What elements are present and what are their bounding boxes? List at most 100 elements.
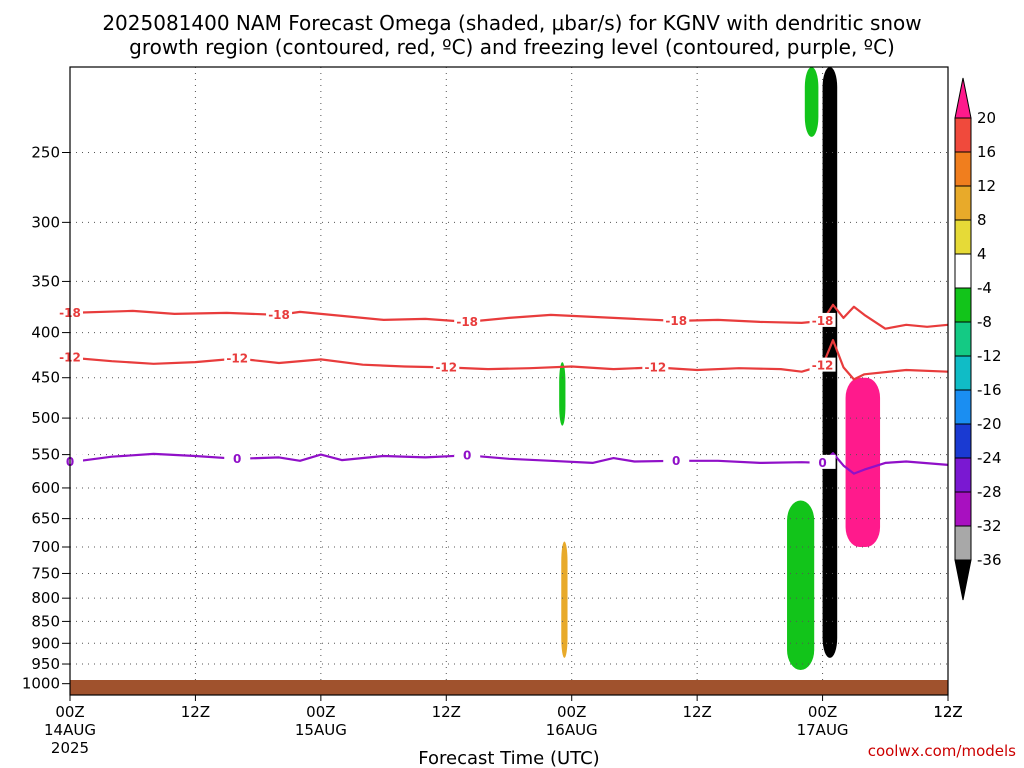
- contour-label-bg: [642, 359, 669, 374]
- colorbar-segment: [954, 423, 972, 459]
- colorbar-label: -28: [977, 483, 1002, 501]
- colorbar-segment: [954, 219, 972, 255]
- contour-label--12: -12: [644, 360, 666, 374]
- contour-label-bg: [224, 450, 251, 465]
- y-tick-label: 950: [31, 655, 60, 673]
- gridlines: [70, 67, 948, 695]
- colorbar-label: -4: [977, 279, 992, 297]
- x-tick-year: 2025: [51, 739, 89, 757]
- y-tick-label: 1000: [22, 675, 60, 693]
- contour-label--18: -18: [456, 315, 478, 329]
- colorbar-label: -32: [977, 517, 1002, 535]
- contour-line-0: [69, 452, 949, 475]
- colorbar-segment: [954, 491, 972, 527]
- colorbar-label: -16: [977, 381, 1002, 399]
- x-tick-label: 00Z: [557, 703, 586, 721]
- x-tick-date: 14AUG: [44, 721, 96, 739]
- colorbar-segment: [954, 117, 972, 153]
- y-tick-label: 700: [31, 538, 60, 556]
- colorbar-segment: [954, 355, 972, 391]
- y-tick-label: 500: [31, 409, 60, 427]
- temperature-contours: -18 -18 -18 -18 -18-12 -12-12 -12 -120 0 0 0 0: [57, 303, 949, 475]
- colorbar-segment: [954, 321, 972, 357]
- plot-frame: [69, 66, 949, 696]
- contour-label--12: -12: [812, 359, 834, 373]
- x-tick-label: 00Z: [55, 703, 84, 721]
- chart-title: 2025081400 NAM Forecast Omega (shaded, μ…: [102, 11, 921, 59]
- contour-label--18: -18: [812, 314, 834, 328]
- x-tick-label: 12Z: [432, 703, 461, 721]
- colorbar-segment: [954, 287, 972, 323]
- omega-region-5: [787, 500, 815, 671]
- contour-label-0: 0: [672, 454, 680, 468]
- colorbar-segment: [954, 185, 972, 221]
- y-tick-label: 250: [31, 143, 60, 161]
- x-tick-date: 16AUG: [546, 721, 598, 739]
- y-tick-label: 900: [31, 634, 60, 652]
- contour-label-0: 0: [463, 448, 471, 462]
- colorbar-segment: [954, 151, 972, 187]
- x-tick-date: 15AUG: [295, 721, 347, 739]
- x-tick-label: 12Z: [181, 703, 210, 721]
- y-tick-label: 300: [31, 213, 60, 231]
- contour-label-bg: [433, 359, 460, 374]
- contour-label-0: 0: [818, 456, 826, 470]
- y-tick-label: 400: [31, 324, 60, 342]
- colorbar-label: -24: [977, 449, 1002, 467]
- colorbar-label: 4: [977, 245, 987, 263]
- omega-region-3: [561, 541, 568, 658]
- contour-label-bg: [809, 312, 836, 327]
- contour-label-bg: [266, 306, 293, 321]
- y-tick-label: 550: [31, 446, 60, 464]
- credit-text: coolwx.com/models: [868, 742, 1016, 760]
- colorbar-label: -36: [977, 551, 1002, 569]
- pressure-axis: 250 300 350 400 450 500 550 600 650 700 750 800 850 9…: [22, 143, 70, 693]
- colorbar-top-arrow: [954, 77, 972, 119]
- contour-label--12: -12: [226, 352, 248, 366]
- colorbar-label: 8: [977, 211, 987, 229]
- x-tick-date: 17AUG: [797, 721, 849, 739]
- y-tick-label: 350: [31, 272, 60, 290]
- title-line-2: growth region (contoured, red, ºC) and f…: [129, 35, 895, 59]
- y-tick-label: 450: [31, 369, 60, 387]
- omega-region-1: [804, 67, 819, 137]
- y-tick-label: 600: [31, 479, 60, 497]
- contour-label-0: 0: [233, 452, 241, 466]
- omega-region-2: [559, 362, 566, 426]
- omega-region-4: [845, 377, 881, 548]
- colorbar-segment: [954, 525, 972, 561]
- contour-label-bg: [809, 357, 836, 372]
- contour-label-bg: [454, 447, 481, 462]
- contour-label--18: -18: [665, 314, 687, 328]
- y-tick-label: 850: [31, 612, 60, 630]
- colorbar-bottom-arrow: [954, 559, 972, 601]
- colorbar-label: 20: [977, 109, 996, 127]
- colorbar-segment: [954, 389, 972, 425]
- contour-label--12: -12: [435, 360, 457, 374]
- colorbar-segment: [954, 253, 972, 289]
- title-line-1: 2025081400 NAM Forecast Omega (shaded, μ…: [102, 11, 921, 35]
- plot-border: [69, 66, 949, 696]
- x-tick-label: 00Z: [808, 703, 837, 721]
- x-tick-label: 12Z: [933, 703, 962, 721]
- colorbar-label: 16: [977, 143, 996, 161]
- contour-label-bg: [454, 313, 481, 328]
- x-tick-label: 12Z: [933, 703, 962, 721]
- ground-layer: [70, 680, 948, 695]
- x-tick-label: 00Z: [306, 703, 335, 721]
- plot-area: [70, 67, 948, 695]
- colorbar-label: 12: [977, 177, 996, 195]
- ground-fill: [70, 680, 948, 695]
- y-tick-label: 800: [31, 589, 60, 607]
- plot-background: [70, 67, 948, 695]
- contour-label--18: -18: [268, 308, 290, 322]
- colorbar-label: -20: [977, 415, 1002, 433]
- y-tick-label: 650: [31, 510, 60, 528]
- contour-label-bg: [224, 350, 251, 365]
- contour-label-bg: [663, 312, 690, 327]
- colorbar-label: -12: [977, 347, 1002, 365]
- omega-colorbar: 20 16 12 8 4 -4 -8 -12 -16 -20 -24 -28 -32 -36: [954, 77, 1002, 601]
- x-tick-label: 12Z: [682, 703, 711, 721]
